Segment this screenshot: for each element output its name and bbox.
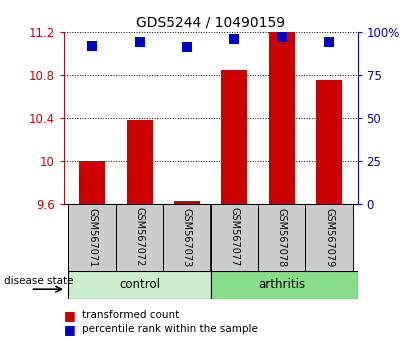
Bar xyxy=(258,204,305,271)
Text: GSM567079: GSM567079 xyxy=(324,207,334,267)
Bar xyxy=(221,70,247,204)
Text: ■: ■ xyxy=(64,323,76,336)
Point xyxy=(231,36,238,41)
Bar xyxy=(79,161,105,204)
Bar xyxy=(127,120,152,204)
Bar xyxy=(211,204,258,271)
Bar xyxy=(211,271,358,299)
Text: GSM567072: GSM567072 xyxy=(134,207,145,267)
Point xyxy=(89,43,95,48)
Text: disease state: disease state xyxy=(4,276,74,286)
Text: GSM567073: GSM567073 xyxy=(182,207,192,267)
Bar xyxy=(163,204,211,271)
Bar xyxy=(174,201,200,204)
Point xyxy=(136,39,143,45)
Point xyxy=(184,45,190,50)
Text: transformed count: transformed count xyxy=(82,310,180,320)
Title: GDS5244 / 10490159: GDS5244 / 10490159 xyxy=(136,15,285,29)
Bar xyxy=(269,32,295,204)
Bar xyxy=(69,204,116,271)
Text: GSM567077: GSM567077 xyxy=(229,207,239,267)
Text: GSM567071: GSM567071 xyxy=(87,207,97,267)
Text: ■: ■ xyxy=(64,309,76,321)
Bar xyxy=(69,271,211,299)
Bar xyxy=(116,204,163,271)
Text: arthritis: arthritis xyxy=(258,279,305,291)
Text: control: control xyxy=(119,279,160,291)
Point xyxy=(278,34,285,40)
Text: percentile rank within the sample: percentile rank within the sample xyxy=(82,324,258,334)
Bar xyxy=(316,80,342,204)
Text: GSM567078: GSM567078 xyxy=(277,207,287,267)
Bar xyxy=(305,204,353,271)
Point xyxy=(326,39,332,45)
